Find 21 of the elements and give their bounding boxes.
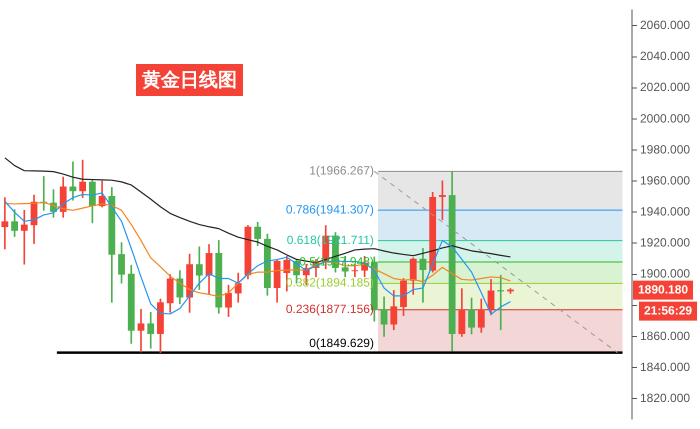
y-tick-label: 2000.000 [640,111,690,126]
y-tick-label: 2060.000 [640,18,690,32]
y-tick-label: 1840.000 [640,360,690,374]
candlestick [138,308,144,352]
y-tick-label: 1940.000 [640,204,690,218]
ref-line-label: 0.236(1877.156) [286,302,374,316]
y-tick-label: 1960.000 [640,173,690,188]
ref-line-label: 0(1849.629) [309,336,374,350]
y-tick-label: 1980.000 [640,142,690,156]
candlestick [70,162,76,201]
text: 黄金日线图 [136,64,243,96]
y-tick-label: 2040.000 [640,49,690,64]
y-tick-label: 2020.000 [640,80,690,94]
y-tick-label: 1920.000 [640,236,690,250]
ref-line-label: 1(1966.267) [309,164,374,178]
text: 1890.180 [638,282,688,296]
y-tick-label: 1860.000 [640,328,690,343]
text: 21:56:29 [644,303,692,318]
ref-line-label: 0.786(1941.307) [286,202,374,216]
y-tick-label: 1900.000 [640,266,690,281]
y-tick-label: 1820.000 [640,390,690,405]
